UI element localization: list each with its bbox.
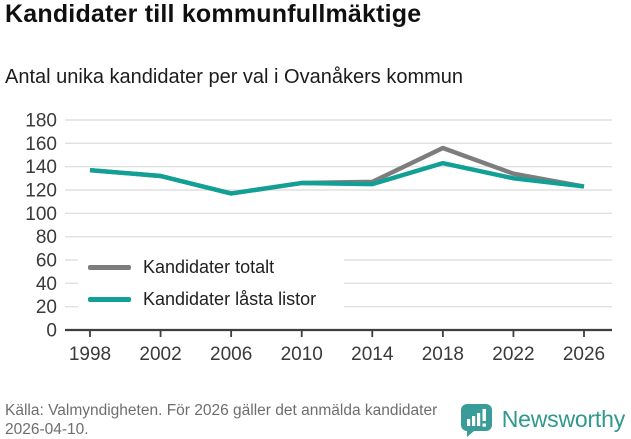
newsworthy-brand: Newsworthy	[459, 402, 625, 437]
x-tick-label-2006: 2006	[210, 344, 252, 365]
x-tick-label-2026: 2026	[563, 344, 605, 365]
chart-subtitle: Antal unika kandidater per val i Ovanåke…	[5, 66, 464, 88]
page-title: Kandidater till kommunfullmäktige	[5, 0, 422, 28]
y-tick-label-80: 80	[36, 227, 57, 248]
y-tick-label-120: 120	[25, 181, 57, 202]
x-tick-label-2014: 2014	[351, 344, 394, 365]
chart-legend: Kandidater totalt Kandidater låsta listo…	[78, 251, 344, 315]
legend-item-kandidater-lasta-listor: Kandidater låsta listor	[78, 286, 344, 312]
y-tick-label-20: 20	[36, 297, 57, 318]
newsworthy-wordmark: Newsworthy	[501, 406, 625, 432]
y-tick-label-160: 160	[25, 134, 57, 155]
y-tick-label-140: 140	[25, 157, 57, 178]
legend-item-kandidater-totalt: Kandidater totalt	[78, 254, 344, 280]
x-tick-label-1998: 1998	[69, 344, 111, 365]
legend-label-lasta-listor: Kandidater låsta listor	[143, 288, 317, 309]
y-tick-label-100: 100	[25, 204, 57, 225]
x-tick-label-2002: 2002	[139, 344, 181, 365]
x-tick-label-2022: 2022	[492, 344, 534, 365]
legend-swatch-totalt	[88, 264, 131, 270]
legend-swatch-lasta-listor	[88, 296, 131, 302]
newsworthy-logo-icon	[460, 404, 492, 437]
y-tick-label-60: 60	[36, 251, 57, 272]
x-tick-label-2010: 2010	[281, 344, 323, 365]
x-tick-label-2018: 2018	[422, 344, 464, 365]
legend-label-totalt: Kandidater totalt	[143, 256, 275, 277]
source-note: Källa: Valmyndigheten. För 2026 gäller d…	[5, 402, 438, 439]
y-tick-label-40: 40	[36, 274, 57, 295]
y-tick-label-180: 180	[25, 111, 57, 132]
series-line-1	[89, 160, 585, 196]
series-line-0	[89, 145, 585, 196]
y-tick-label-0: 0	[46, 321, 57, 342]
